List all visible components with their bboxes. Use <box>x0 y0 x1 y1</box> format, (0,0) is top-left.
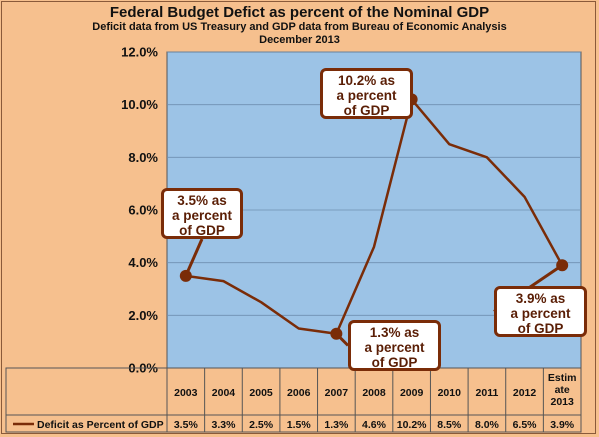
y-tick-label: 2.0% <box>128 308 158 323</box>
data-table-value: 3.5% <box>174 419 199 431</box>
annotation-connector <box>184 238 204 277</box>
annotation-connector <box>335 332 350 347</box>
data-table-value: 8.5% <box>437 419 462 431</box>
x-tick-label: 2007 <box>325 387 349 399</box>
y-tick-label: 6.0% <box>128 203 158 218</box>
x-tick-label: 2003 <box>174 387 198 399</box>
y-tick-label: 4.0% <box>128 255 158 270</box>
x-tick-label: 2006 <box>287 387 311 399</box>
data-table-value: 4.6% <box>362 419 387 431</box>
annotation-callout: 3.5% as a percent of GDP <box>161 188 243 239</box>
y-tick-label: 12.0% <box>121 45 158 60</box>
data-table-value: 2.5% <box>249 419 274 431</box>
x-tick-label: 2004 <box>212 387 236 399</box>
data-table-value: 8.0% <box>475 419 500 431</box>
x-tick-label: 2005 <box>249 387 273 399</box>
annotation-callout: 3.9% as a percent of GDP <box>494 286 587 337</box>
x-tick-label: 2012 <box>513 387 537 399</box>
y-tick-label: 8.0% <box>128 150 158 165</box>
data-table-value: 6.5% <box>513 419 538 431</box>
data-table-value: 3.3% <box>211 419 236 431</box>
series-line <box>185 98 564 336</box>
x-tick-label: Estim ate 2013 <box>548 372 577 408</box>
x-tick-label: 2011 <box>476 387 499 399</box>
y-tick-label: 10.0% <box>121 97 158 112</box>
chart-subtitle-date: December 2013 <box>259 34 340 46</box>
x-tick-label: 2009 <box>400 387 424 399</box>
data-table-value: 1.5% <box>287 419 312 431</box>
data-table-value: 3.9% <box>550 419 575 431</box>
title-block: Federal Budget Defict as percent of the … <box>0 4 599 47</box>
x-tick-label: 2008 <box>362 387 386 399</box>
annotation-callout: 1.3% as a percent of GDP <box>348 320 441 371</box>
annotation-callout: 10.2% as a percent of GDP <box>320 68 413 119</box>
chart-subtitle: Deficit data from US Treasury and GDP da… <box>92 21 507 33</box>
x-tick-label: 2010 <box>438 387 462 399</box>
legend-label: Deficit as Percent of GDP <box>37 419 164 431</box>
data-table-value: 1.3% <box>324 419 349 431</box>
data-table-value: 10.2% <box>397 419 427 431</box>
chart-title: Federal Budget Defict as percent of the … <box>109 4 490 21</box>
